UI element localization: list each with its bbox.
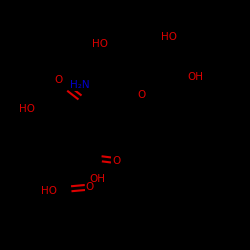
Text: OH: OH (188, 72, 204, 83)
Text: HO: HO (19, 104, 35, 114)
Text: OH: OH (90, 174, 106, 184)
Text: HO: HO (161, 32, 177, 42)
Text: O: O (112, 156, 120, 166)
Text: HO: HO (42, 186, 58, 196)
Text: H₂N: H₂N (70, 80, 90, 90)
Text: O: O (86, 182, 94, 192)
Text: O: O (137, 90, 145, 100)
Text: HO: HO (92, 39, 108, 49)
Text: O: O (54, 75, 63, 85)
